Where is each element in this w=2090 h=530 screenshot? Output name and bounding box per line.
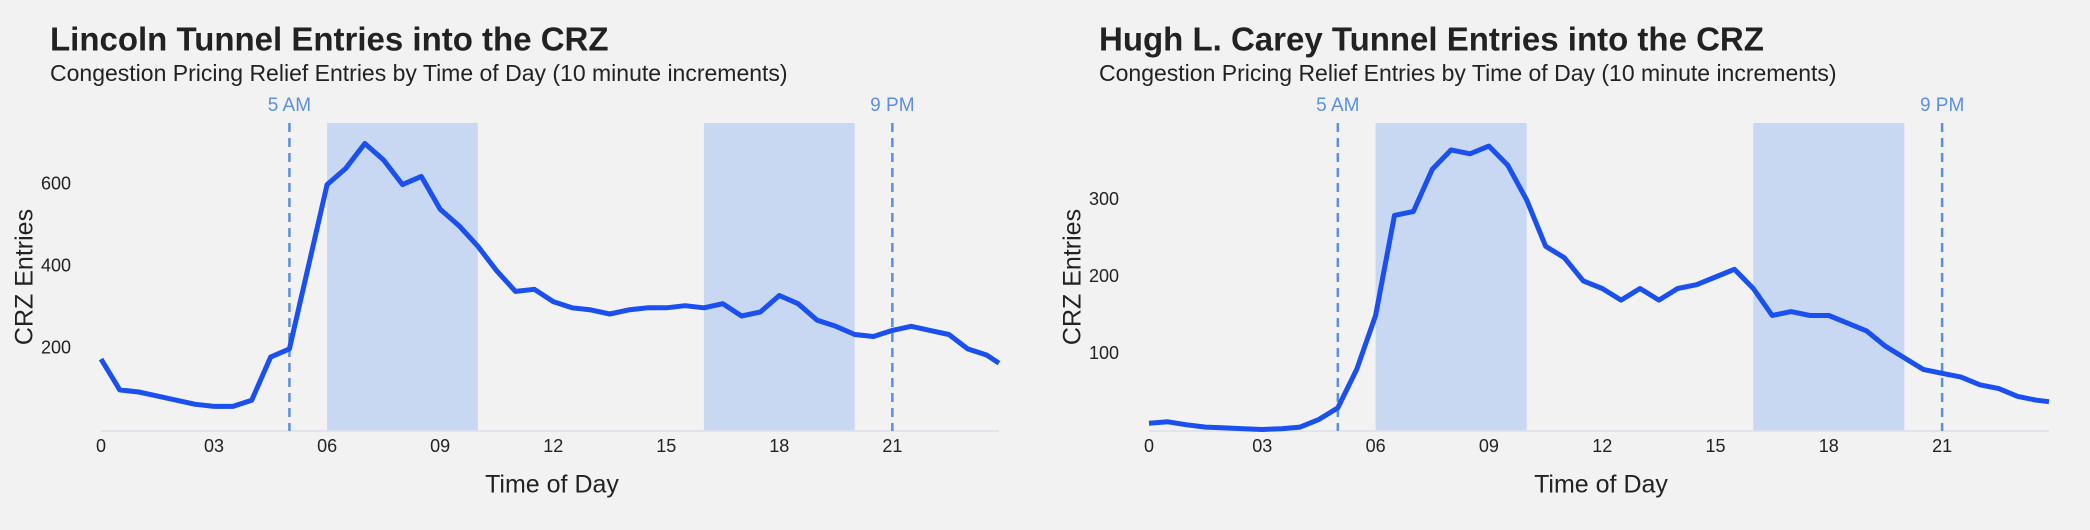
y-axis-title: CRZ Entries <box>1059 209 1087 345</box>
x-tick-label: 15 <box>656 436 676 456</box>
x-tick-label: 15 <box>1705 436 1725 456</box>
annotation-label: 5 AM <box>268 95 311 116</box>
highlight-span <box>327 123 478 431</box>
y-tick-label: 600 <box>41 173 71 193</box>
annotation-label: 5 AM <box>1316 95 1359 116</box>
annotation-label: 9 PM <box>1920 95 1964 116</box>
x-tick-label: 03 <box>1252 436 1272 456</box>
x-tick-label: 21 <box>882 436 902 456</box>
annotation-label: 9 PM <box>870 95 914 116</box>
highlight-span <box>1375 123 1527 431</box>
y-axis-title: CRZ Entries <box>11 209 39 345</box>
x-tick-label: 09 <box>430 436 450 456</box>
x-tick-label: 18 <box>1819 436 1839 456</box>
x-tick-label: 03 <box>204 436 224 456</box>
x-tick-label: 09 <box>1479 436 1499 456</box>
x-tick-label: 06 <box>1366 436 1386 456</box>
x-tick-label: 18 <box>769 436 789 456</box>
highlight-span <box>703 123 855 431</box>
x-tick-label: 12 <box>1592 436 1612 456</box>
x-tick-label: 21 <box>1932 436 1952 456</box>
chart-subtitle: Congestion Pricing Relief Entries by Tim… <box>50 60 788 86</box>
data-line <box>1148 143 2050 432</box>
x-tick-label: 0 <box>1144 436 1154 456</box>
highlight-span <box>1753 123 1905 431</box>
x-axis-title: Time of Day <box>485 471 619 499</box>
x-tick-label: 0 <box>96 436 106 456</box>
y-tick-label: 400 <box>41 255 71 275</box>
chart-title: Hugh L. Carey Tunnel Entries into the CR… <box>1099 21 1764 58</box>
chart-title: Lincoln Tunnel Entries into the CRZ <box>50 21 609 58</box>
y-tick-label: 200 <box>41 338 71 358</box>
y-tick-label: 300 <box>1089 189 1119 209</box>
y-tick-label: 100 <box>1089 343 1119 363</box>
x-tick-label: 06 <box>317 436 337 456</box>
x-tick-label: 12 <box>543 436 563 456</box>
x-axis-title: Time of Day <box>1534 471 1668 499</box>
y-tick-label: 200 <box>1089 266 1119 286</box>
data-line <box>98 141 1001 409</box>
chart-subtitle: Congestion Pricing Relief Entries by Tim… <box>1099 60 1837 86</box>
